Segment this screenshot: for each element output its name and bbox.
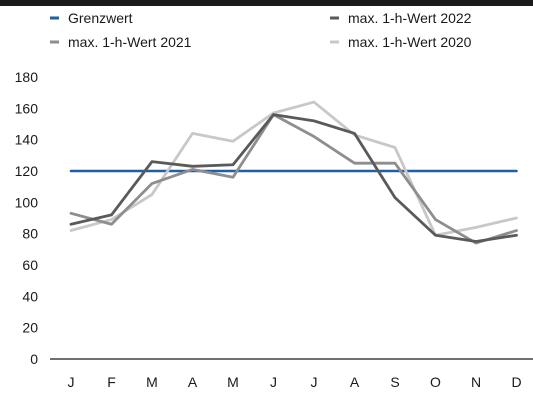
- y-tick-label: 140: [15, 132, 39, 148]
- data-point: [70, 170, 73, 173]
- data-point: [434, 218, 437, 221]
- series-max-1-h-wert-2020: [69, 100, 518, 237]
- y-tick-label: 80: [22, 226, 38, 242]
- legend-item-max-1-h-wert-2020: max. 1-h-Wert 2020: [330, 34, 472, 50]
- legend-item-max-1-h-wert-2022: max. 1-h-Wert 2022: [330, 10, 472, 26]
- data-point: [110, 213, 113, 216]
- data-point: [394, 170, 397, 173]
- x-tick-label: J: [270, 374, 277, 390]
- data-point: [272, 113, 275, 116]
- data-point: [475, 226, 478, 229]
- y-tick-label: 40: [22, 288, 38, 304]
- x-tick-label: M: [227, 374, 239, 390]
- legend: Grenzwert max. 1-h-Wert 2022 max. 1-h-Wert…: [50, 10, 472, 50]
- data-point: [394, 196, 397, 199]
- series-max-1-h-wert-2022: [69, 113, 518, 243]
- x-tick-label: A: [350, 374, 360, 390]
- data-point: [191, 168, 194, 171]
- series-line: [69, 100, 518, 237]
- data-point: [191, 132, 194, 135]
- data-point: [313, 170, 316, 173]
- data-point: [313, 135, 316, 138]
- x-tick-label: O: [430, 374, 441, 390]
- y-tick-label: 160: [15, 100, 39, 116]
- data-point: [475, 240, 478, 243]
- x-tick-label: S: [390, 374, 399, 390]
- data-point: [353, 132, 356, 135]
- x-tick-label: D: [511, 374, 521, 390]
- data-point: [434, 234, 437, 237]
- data-point: [151, 170, 154, 173]
- data-point: [313, 119, 316, 122]
- data-point: [110, 170, 113, 173]
- series-grenzwert: [69, 169, 518, 173]
- y-tick-label: 60: [22, 257, 38, 273]
- legend-label: max. 1-h-Wert 2021: [68, 34, 192, 50]
- y-tick-label: 180: [15, 69, 39, 85]
- data-point: [394, 162, 397, 165]
- data-point: [110, 218, 113, 221]
- data-point: [70, 212, 73, 215]
- legend-label: Grenzwert: [68, 10, 133, 26]
- data-point: [272, 170, 275, 173]
- data-point: [313, 101, 316, 104]
- data-point: [70, 229, 73, 232]
- data-point: [475, 170, 478, 173]
- series-max-1-h-wert-2021: [69, 113, 518, 245]
- data-point: [232, 170, 235, 173]
- x-tick-label: M: [146, 374, 158, 390]
- series-line: [69, 113, 518, 243]
- data-point: [515, 234, 518, 237]
- y-tick-label: 20: [22, 320, 38, 336]
- series-line: [69, 113, 518, 245]
- legend-item-grenzwert: Grenzwert: [50, 10, 133, 26]
- y-axis: 0 20 40 60 80 100 120 140 160 180: [15, 69, 39, 367]
- y-tick-label: 120: [15, 163, 39, 179]
- data-point: [394, 146, 397, 149]
- data-point: [232, 140, 235, 143]
- top-bar: [0, 0, 533, 6]
- data-point: [515, 229, 518, 232]
- series-lines: [69, 100, 518, 245]
- x-tick-label: F: [107, 374, 116, 390]
- data-point: [151, 193, 154, 196]
- legend-item-max-1-h-wert-2021: max. 1-h-Wert 2021: [50, 34, 192, 50]
- data-point: [232, 176, 235, 179]
- data-point: [515, 170, 518, 173]
- data-point: [353, 162, 356, 165]
- data-point: [232, 163, 235, 166]
- y-tick-label: 0: [30, 351, 38, 367]
- x-tick-label: A: [188, 374, 198, 390]
- data-point: [353, 170, 356, 173]
- data-point: [70, 223, 73, 226]
- data-point: [434, 170, 437, 173]
- y-tick-label: 100: [15, 194, 39, 210]
- legend-label: max. 1-h-Wert 2020: [348, 34, 472, 50]
- x-tick-label: J: [311, 374, 318, 390]
- data-point: [110, 223, 113, 226]
- data-point: [191, 165, 194, 168]
- x-tick-label: J: [68, 374, 75, 390]
- data-point: [151, 160, 154, 163]
- legend-label: max. 1-h-Wert 2022: [348, 10, 472, 26]
- data-point: [515, 217, 518, 220]
- data-point: [151, 182, 154, 185]
- x-tick-label: N: [471, 374, 481, 390]
